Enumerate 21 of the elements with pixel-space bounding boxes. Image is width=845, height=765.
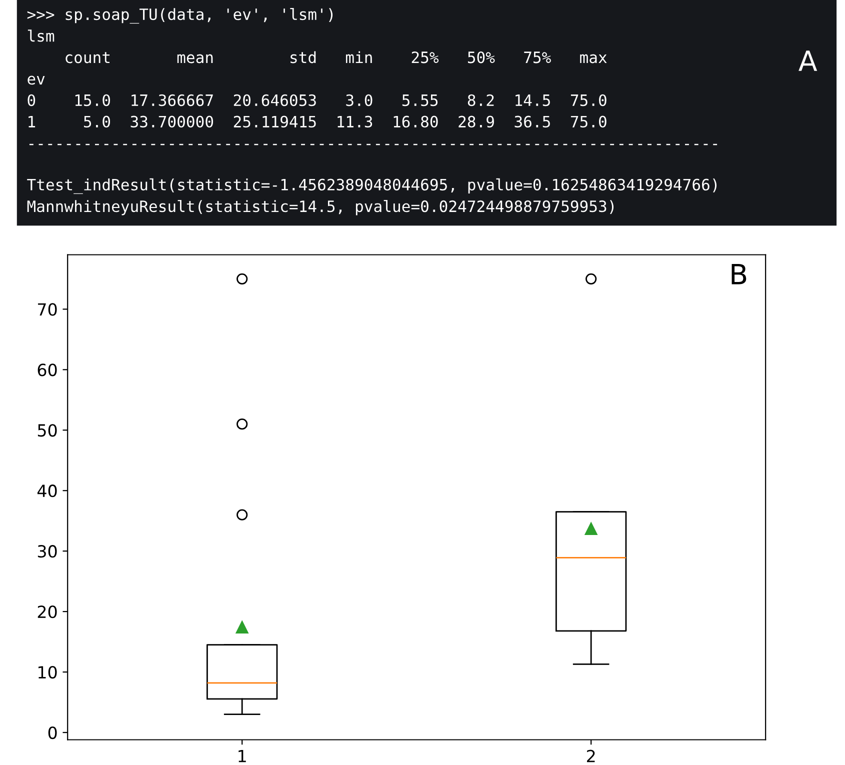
x-tick-label: 2 — [586, 750, 595, 762]
y-tick-label: 40 — [37, 484, 57, 498]
y-tick-label: 50 — [38, 424, 57, 437]
text: Ttest_indResult(statistic=-1.4562389048044695, pvalue=0.16254863419294766) — [27, 178, 717, 194]
text: A — [798, 50, 818, 71]
y-tick-label: 30 — [38, 545, 57, 558]
text: 0 15.0 17.366667 20.646053 3.0 5.55 8.2 14.5 75.0 — [28, 94, 606, 106]
text: >>> sp.soap_TU(data, 'ev', 'lsm') — [27, 8, 333, 24]
y-tick-label: 0 — [48, 726, 57, 740]
text: count mean std min 25% 50% 75% max — [66, 51, 607, 64]
y-tick-label: 20 — [38, 606, 57, 618]
text: ev — [28, 76, 45, 85]
text: 1 5.0 33.700000 25.119415 11.3 16.80 28.9 36.5 75.0 — [28, 116, 606, 128]
y-tick-label: 10 — [38, 666, 57, 679]
text: lsm — [28, 30, 54, 42]
x-tick-label: 1 — [238, 750, 246, 762]
y-tick-label: 60 — [38, 364, 57, 376]
y-tick-label: 70 — [38, 303, 57, 316]
text: MannwhitneyuResult(statistic=14.5, pvalue=0.024724498879759953) — [27, 200, 614, 216]
chart-title: B — [732, 264, 746, 284]
text: -------------------------------------------------------------------------- — [29, 144, 718, 146]
